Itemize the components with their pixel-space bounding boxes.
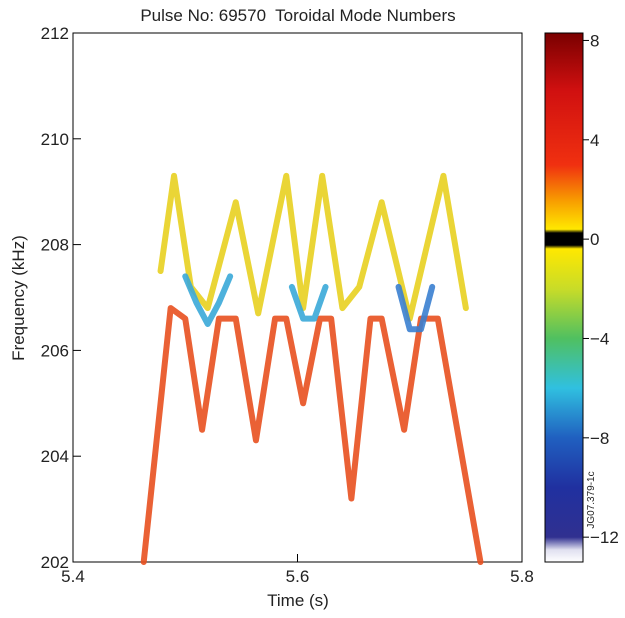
colorbar-tick-label: −8 <box>590 429 609 448</box>
x-tick-label: 5.6 <box>286 567 310 586</box>
y-tick-label: 202 <box>41 553 69 572</box>
y-tick-label: 208 <box>41 236 69 255</box>
chart-title: Pulse No: 69570 Toroidal Mode Numbers <box>140 6 455 25</box>
x-axis-label: Time (s) <box>267 591 329 610</box>
colorbar-tick-label: −12 <box>590 528 619 547</box>
x-tick-label: 5.8 <box>510 567 534 586</box>
colorbar-tick-label: −4 <box>590 329 609 348</box>
mode-trace <box>182 273 234 327</box>
y-axis-label: Frequency (kHz) <box>9 235 28 361</box>
colorbar-tick-label: 4 <box>590 131 599 150</box>
x-tick-label: 5.4 <box>61 567 85 586</box>
colorbar <box>544 32 584 563</box>
y-tick-label: 212 <box>41 24 69 43</box>
colorbar-tick-label: 8 <box>590 31 599 50</box>
mode-trace <box>288 283 329 322</box>
mode-trace <box>157 172 469 322</box>
watermark: JG07.379-1c <box>586 471 597 528</box>
mode-trace <box>140 305 484 565</box>
y-tick-label: 204 <box>41 447 69 466</box>
colorbar-tick-label: 0 <box>590 230 599 249</box>
mode-trace <box>395 283 436 333</box>
y-tick-label: 210 <box>41 130 69 149</box>
y-tick-label: 206 <box>41 341 69 360</box>
